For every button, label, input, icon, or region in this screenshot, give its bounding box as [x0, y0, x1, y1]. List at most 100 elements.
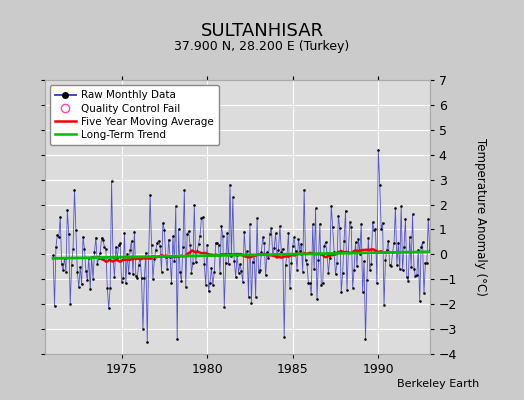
Point	[213, 240, 221, 246]
Point	[240, 228, 248, 235]
Point	[200, 260, 209, 267]
Point	[69, 245, 77, 252]
Point	[289, 243, 297, 249]
Point	[230, 258, 238, 264]
Point	[182, 284, 190, 290]
Point	[412, 272, 421, 279]
Point	[212, 240, 220, 246]
Point	[366, 267, 374, 273]
Point	[398, 267, 407, 273]
Point	[119, 275, 127, 282]
Point	[99, 237, 107, 243]
Point	[287, 260, 296, 266]
Point	[125, 270, 133, 277]
Point	[313, 296, 321, 302]
Point	[93, 261, 102, 267]
Point	[103, 285, 112, 291]
Point	[380, 302, 388, 308]
Point	[256, 266, 264, 273]
Point	[117, 278, 126, 285]
Point	[250, 252, 258, 258]
Point	[196, 232, 204, 239]
Point	[223, 230, 231, 236]
Point	[303, 261, 311, 268]
Point	[387, 263, 395, 270]
Point	[186, 242, 194, 248]
Point	[348, 284, 357, 291]
Legend: Raw Monthly Data, Quality Control Fail, Five Year Moving Average, Long-Term Tren: Raw Monthly Data, Quality Control Fail, …	[50, 85, 219, 145]
Point	[76, 264, 84, 270]
Point	[68, 261, 76, 268]
Point	[269, 252, 277, 258]
Point	[189, 260, 197, 266]
Point	[263, 249, 271, 256]
Point	[133, 275, 141, 281]
Point	[89, 275, 97, 282]
Point	[107, 178, 116, 184]
Point	[325, 254, 334, 261]
Point	[254, 268, 263, 275]
Point	[100, 244, 108, 250]
Point	[317, 282, 325, 288]
Point	[149, 276, 157, 282]
Point	[340, 237, 348, 244]
Point	[279, 245, 287, 252]
Point	[227, 253, 236, 259]
Point	[293, 266, 301, 273]
Point	[146, 192, 154, 198]
Point	[244, 293, 253, 300]
Point	[238, 278, 247, 285]
Point	[53, 232, 61, 238]
Point	[396, 266, 404, 272]
Point	[228, 194, 237, 200]
Point	[274, 247, 282, 254]
Point	[410, 266, 418, 272]
Point	[237, 268, 246, 275]
Point	[297, 241, 305, 247]
Point	[384, 237, 392, 244]
Point	[411, 272, 420, 279]
Point	[259, 234, 267, 240]
Point	[116, 240, 124, 246]
Point	[310, 266, 318, 272]
Point	[127, 238, 136, 244]
Point	[344, 248, 353, 255]
Point	[176, 269, 184, 276]
Point	[291, 248, 300, 254]
Point	[273, 252, 281, 259]
Point	[304, 280, 313, 286]
Point	[147, 242, 156, 248]
Point	[307, 291, 315, 297]
Point	[301, 257, 310, 264]
Point	[113, 254, 122, 261]
Point	[416, 298, 424, 304]
Point	[73, 269, 82, 276]
Point	[153, 240, 161, 246]
Point	[136, 253, 144, 260]
Point	[248, 258, 257, 265]
Point	[233, 252, 242, 258]
Point	[333, 260, 341, 266]
Point	[199, 214, 207, 220]
Point	[294, 236, 303, 242]
Point	[183, 231, 191, 238]
Point	[160, 227, 169, 233]
Point	[102, 246, 110, 252]
Point	[150, 256, 159, 262]
Point	[283, 251, 291, 258]
Point	[377, 226, 385, 232]
Point	[277, 249, 286, 255]
Point	[170, 258, 179, 264]
Point	[50, 302, 59, 309]
Point	[79, 234, 87, 240]
Point	[90, 249, 99, 256]
Point	[321, 239, 330, 245]
Point	[271, 230, 280, 236]
Point	[390, 240, 398, 246]
Point	[246, 221, 254, 228]
Point	[56, 214, 64, 220]
Point	[330, 249, 339, 256]
Point	[299, 269, 307, 275]
Point	[315, 220, 324, 227]
Text: Berkeley Earth: Berkeley Earth	[397, 379, 479, 389]
